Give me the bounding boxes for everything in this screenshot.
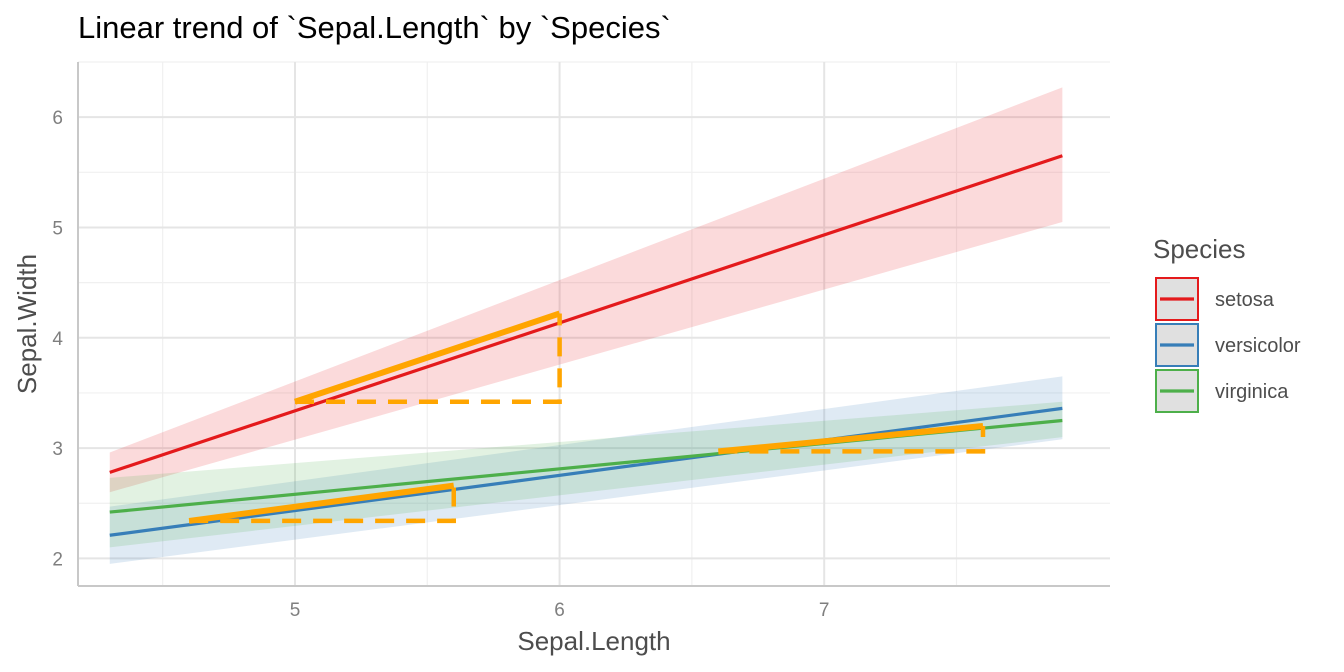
y-tick-label: 5: [52, 218, 63, 239]
y-tick-label: 3: [52, 439, 63, 460]
slope-run-rise-2: [189, 485, 457, 524]
slope-segment-1: [294, 310, 561, 405]
ci-band-setosa: [109, 87, 1063, 493]
slope-segment-3: [718, 423, 984, 455]
y-tick-label: 2: [52, 549, 63, 570]
legend-label-setosa: setosa: [1215, 289, 1275, 311]
x-axis-title: Sepal.Length: [517, 626, 670, 656]
legend-title: Species: [1153, 234, 1246, 264]
x-tick-label: 6: [554, 600, 565, 621]
slope-run-rise-1: [294, 313, 562, 405]
x-tick-label: 7: [819, 600, 830, 621]
trend-line-setosa: [109, 154, 1063, 474]
legend-label-virginica: virginica: [1215, 381, 1289, 403]
chart-title: Linear trend of `Sepal.Length` by `Speci…: [78, 10, 671, 45]
y-axis-title: Sepal.Width: [12, 254, 42, 394]
y-tick-label: 6: [52, 108, 63, 129]
ci-band-virginica: [109, 401, 1063, 548]
ci-band-versicolor: [109, 376, 1063, 564]
legend-label-versicolor: versicolor: [1215, 335, 1301, 357]
slope-segment-2: [188, 482, 455, 524]
x-tick-label: 5: [290, 600, 301, 621]
y-tick-label: 4: [52, 329, 63, 350]
slope-run-rise-3: [718, 426, 986, 454]
trend-line-versicolor: [109, 406, 1063, 537]
